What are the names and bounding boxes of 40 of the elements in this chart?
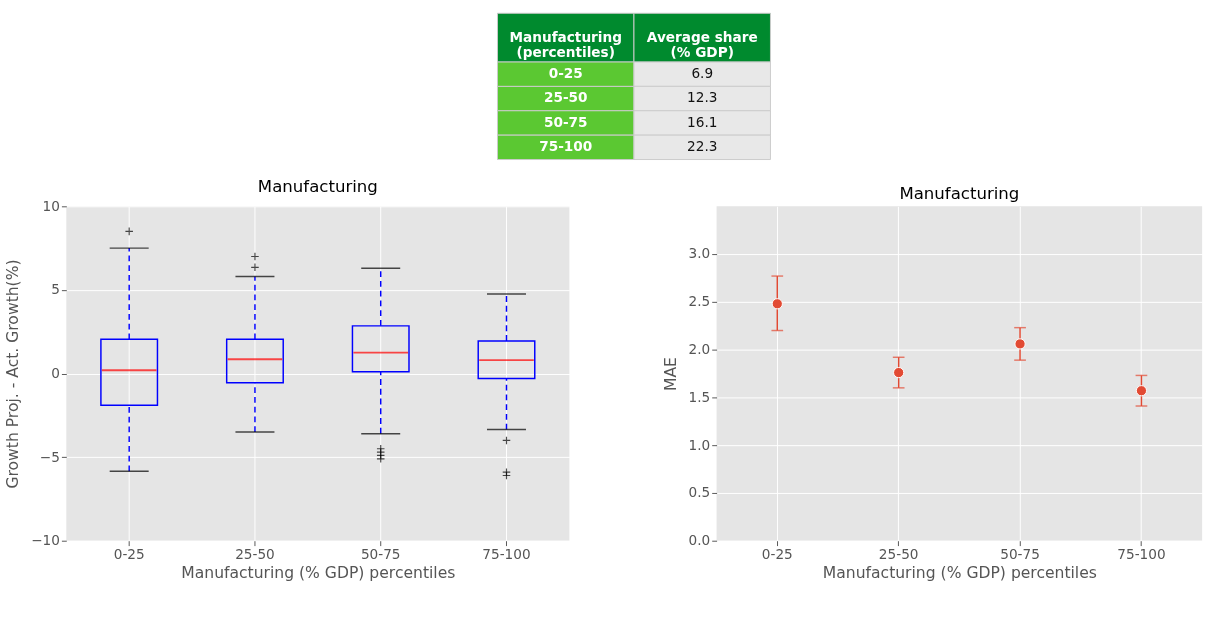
category-label: 50-75 <box>543 113 588 130</box>
y-tick-label: 5 <box>51 281 60 298</box>
y-tick-label: 3.0 <box>688 245 711 262</box>
text: Manufacturing (percentiles) <box>509 28 622 61</box>
point <box>1135 385 1148 397</box>
text: Average share (% GDP) <box>646 28 758 61</box>
y-tick-label: 1.0 <box>688 436 711 453</box>
data-label: 6.9 <box>691 65 714 82</box>
y-axis-title: MAE <box>661 357 680 391</box>
chart-title: Manufacturing <box>257 176 378 196</box>
y-tick-label: 2.0 <box>688 341 711 358</box>
point <box>893 366 905 379</box>
category-label: 0-25 <box>548 65 583 82</box>
data-label: 16.1 <box>687 113 718 130</box>
x-tick-label: 75-100 <box>1117 545 1166 562</box>
x-axis-title: Manufacturing (% GDP) percentiles <box>181 564 456 583</box>
y-tick-label: −10 <box>31 532 60 549</box>
x-tick-label: 25-50 <box>878 545 919 562</box>
x-tick-label: 50-75 <box>1000 545 1040 562</box>
data-label: 12.3 <box>687 89 718 106</box>
y-tick-label: 0 <box>51 364 60 381</box>
x-tick-label: 0-25 <box>113 545 145 562</box>
y-tick-label: 10 <box>42 197 60 214</box>
x-tick-label: 0-25 <box>761 545 793 562</box>
point <box>771 298 783 310</box>
data-label: 22.3 <box>687 138 718 155</box>
x-tick-label: 75-100 <box>482 545 531 562</box>
category-label: 75-100 <box>539 138 593 155</box>
chart-title: Manufacturing <box>899 183 1020 203</box>
y-tick-label: 1.5 <box>688 388 711 405</box>
point <box>1014 338 1026 350</box>
y-tick-label: 0.5 <box>688 484 711 501</box>
x-axis-title: Manufacturing (% GDP) percentiles <box>822 564 1097 583</box>
category-label: 25-50 <box>543 89 588 106</box>
y-axis-title: Growth Proj. - Act. Growth(%) <box>4 259 23 489</box>
y-tick-label: −5 <box>39 448 60 465</box>
x-tick-label: 50-75 <box>360 545 401 562</box>
x-tick-label: 25-50 <box>235 545 275 562</box>
y-tick-label: 0.0 <box>688 532 711 549</box>
y-tick-label: 2.5 <box>688 293 711 310</box>
